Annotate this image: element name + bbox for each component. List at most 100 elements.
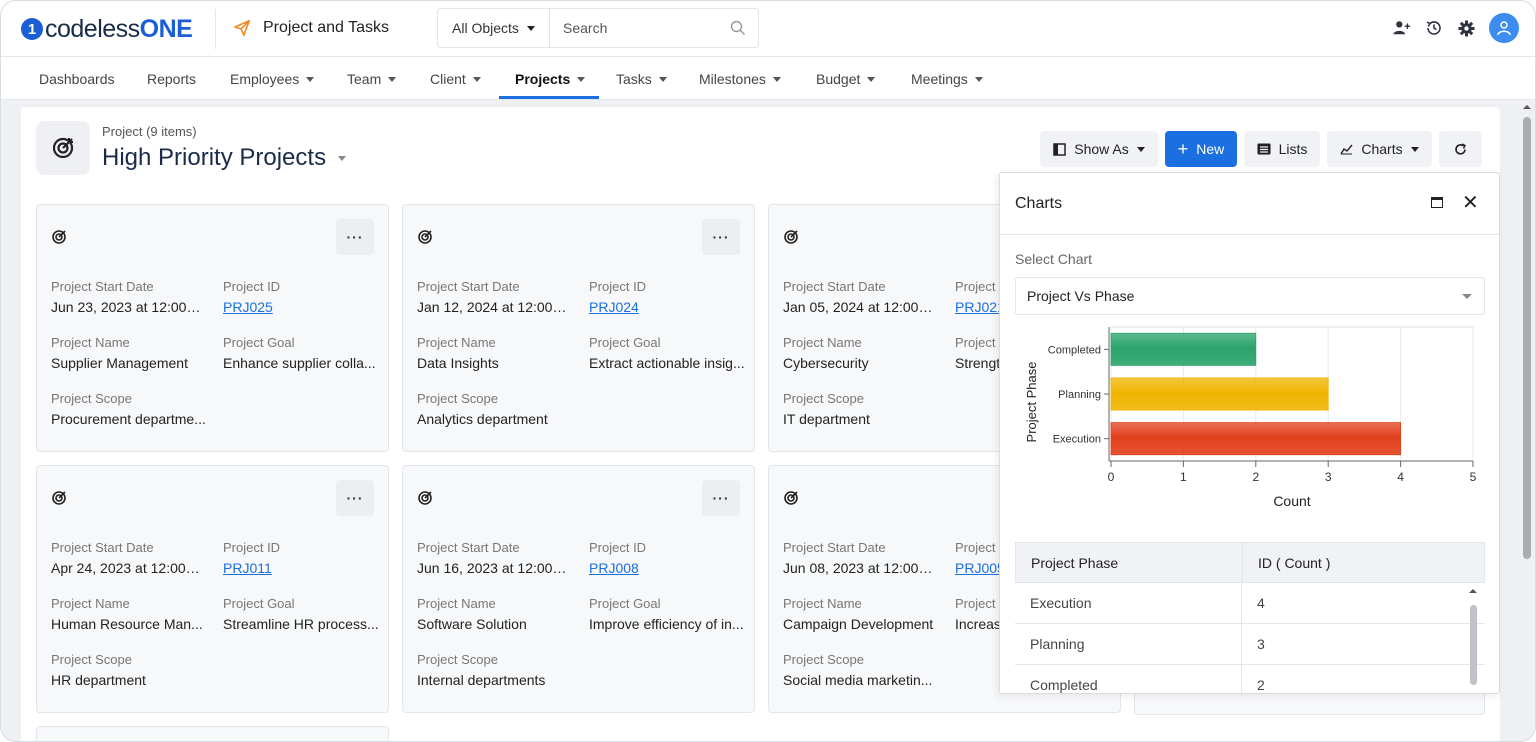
- show-as-button[interactable]: Show As: [1040, 131, 1158, 167]
- field-project-name: Project Name Human Resource Man...: [51, 596, 203, 632]
- field-project-goal: Project Increase: [955, 596, 1009, 632]
- table-header: Project Phase ID ( Count ): [1015, 542, 1485, 583]
- target-icon: [417, 229, 433, 245]
- view-title[interactable]: High Priority Projects: [102, 144, 347, 172]
- search-input[interactable]: [550, 20, 720, 36]
- charts-button[interactable]: Charts: [1327, 131, 1432, 167]
- nav-employees[interactable]: Employees: [230, 57, 315, 100]
- more-options-button[interactable]: ···: [702, 219, 740, 255]
- list-icon: [1257, 143, 1271, 155]
- chevron-down-icon: [1410, 146, 1419, 152]
- chevron-down-icon: [1462, 294, 1472, 299]
- table-cell: 3: [1257, 636, 1265, 652]
- charts-panel: Charts ✕ Select Chart Project Vs Phase 0…: [999, 172, 1500, 694]
- field-project-name: Project Name Software Solution: [417, 596, 527, 632]
- history-icon[interactable]: [1425, 19, 1443, 37]
- nav-projects[interactable]: Projects: [515, 57, 586, 100]
- logo-mark: 1: [21, 18, 43, 40]
- nav-reports[interactable]: Reports: [147, 70, 197, 87]
- top-actions: [1393, 13, 1519, 43]
- table-cell: Completed: [1015, 665, 1242, 693]
- close-icon[interactable]: ✕: [1462, 192, 1479, 214]
- project-id-link[interactable]: PRJ025: [223, 299, 273, 315]
- nav-team[interactable]: Team: [347, 57, 397, 100]
- field-project-goal: Project Strengt: [955, 335, 1001, 371]
- field-project-goal: Project Goal Streamline HR process...: [223, 596, 379, 632]
- gear-icon[interactable]: [1457, 19, 1475, 37]
- target-icon: [783, 229, 799, 245]
- refresh-button[interactable]: [1439, 131, 1482, 167]
- y-tick-label: Planning: [1058, 389, 1101, 401]
- object-icon: [36, 121, 90, 175]
- layout-icon: [1053, 142, 1066, 156]
- divider: [215, 9, 216, 49]
- maximize-icon[interactable]: [1431, 197, 1443, 208]
- lists-button[interactable]: Lists: [1244, 131, 1320, 167]
- object-subtitle: Project (9 items): [102, 124, 197, 139]
- chart-select[interactable]: Project Vs Phase: [1015, 277, 1485, 315]
- table-cell: 4: [1257, 595, 1265, 611]
- page-scrollbar[interactable]: [1521, 101, 1535, 741]
- nav-dashboards[interactable]: Dashboards: [39, 70, 115, 87]
- chevron-down-icon: [772, 76, 781, 82]
- target-icon: [783, 490, 799, 506]
- project-card[interactable]: ··· Project Start Date Apr 24, 2023 at 1…: [36, 465, 389, 713]
- project-id-link[interactable]: PRJ011: [223, 560, 272, 576]
- project-id-link[interactable]: PRJ008: [589, 560, 639, 576]
- nav-budget[interactable]: Budget: [816, 57, 876, 100]
- search-scope-select[interactable]: All Objects: [438, 9, 550, 47]
- chart-icon: [1340, 144, 1353, 155]
- nav-milestones[interactable]: Milestones: [699, 57, 781, 100]
- chevron-down-icon: [867, 76, 876, 82]
- nav-tasks[interactable]: Tasks: [616, 57, 667, 100]
- field-start-date: Project Start Date Jun 08, 2023 at 12:00…: [783, 540, 933, 576]
- field-project-scope: Project Scope IT department: [783, 391, 870, 427]
- column-header-phase[interactable]: Project Phase: [1016, 543, 1243, 582]
- project-card-partial[interactable]: [1134, 691, 1485, 715]
- target-icon: [52, 137, 74, 159]
- chevron-down-icon: [1136, 146, 1145, 152]
- field-project-name: Project Name Campaign Development: [783, 596, 934, 632]
- nav-meetings[interactable]: Meetings: [911, 57, 983, 100]
- scroll-thumb[interactable]: [1523, 117, 1531, 559]
- field-project-id: Project ID PRJ025: [223, 279, 383, 315]
- bar-execution: [1110, 422, 1402, 456]
- main-nav: Dashboards Reports Employees Team Client…: [1, 57, 1535, 100]
- logo[interactable]: 1 codelessONE: [21, 15, 193, 43]
- avatar[interactable]: [1489, 13, 1519, 43]
- scroll-thumb[interactable]: [1470, 605, 1477, 685]
- column-header-count[interactable]: ID ( Count ): [1258, 554, 1331, 571]
- project-card[interactable]: ··· Project Start Date Jan 12, 2024 at 1…: [402, 204, 755, 452]
- scroll-up-icon[interactable]: [1467, 587, 1479, 595]
- app-title[interactable]: Project and Tasks: [233, 19, 389, 37]
- new-button[interactable]: + New: [1165, 131, 1237, 167]
- more-options-button[interactable]: ···: [336, 219, 374, 255]
- project-id-link[interactable]: PRJ024: [589, 299, 639, 315]
- charts-panel-header: Charts ✕: [1000, 173, 1499, 235]
- x-axis-label: Count: [1273, 493, 1310, 509]
- search-icon[interactable]: [730, 20, 746, 36]
- field-project-id: Project ID PRJ024: [589, 279, 749, 315]
- more-options-button[interactable]: ···: [336, 480, 374, 516]
- plus-icon: +: [1177, 139, 1189, 159]
- x-tick-label: 5: [1470, 470, 1477, 484]
- x-tick-label: 4: [1397, 470, 1404, 484]
- nav-client[interactable]: Client: [430, 57, 481, 100]
- y-axis-label: Project Phase: [1024, 362, 1039, 443]
- field-project-goal: Project Goal Improve efficiency of in...: [589, 596, 744, 632]
- field-start-date: Project Start Date Jun 16, 2023 at 12:00…: [417, 540, 567, 576]
- project-card[interactable]: ··· Project Start Date Jun 16, 2023 at 1…: [402, 465, 755, 713]
- table-scrollbar[interactable]: [1467, 583, 1479, 693]
- table-row: Planning 3: [1015, 624, 1485, 665]
- project-card-partial[interactable]: [36, 726, 389, 741]
- x-tick-label: 0: [1108, 470, 1115, 484]
- add-user-icon[interactable]: [1393, 19, 1411, 37]
- field-start-date: Project Start Date Jan 05, 2024 at 12:00…: [783, 279, 933, 315]
- more-options-button[interactable]: ···: [702, 480, 740, 516]
- project-card[interactable]: ··· Project Start Date Jun 23, 2023 at 1…: [36, 204, 389, 452]
- x-tick-label: 1: [1180, 470, 1187, 484]
- y-tick-label: Execution: [1053, 434, 1101, 446]
- top-bar: 1 codelessONE Project and Tasks All Obje…: [1, 1, 1535, 57]
- scroll-up-icon[interactable]: [1521, 103, 1533, 111]
